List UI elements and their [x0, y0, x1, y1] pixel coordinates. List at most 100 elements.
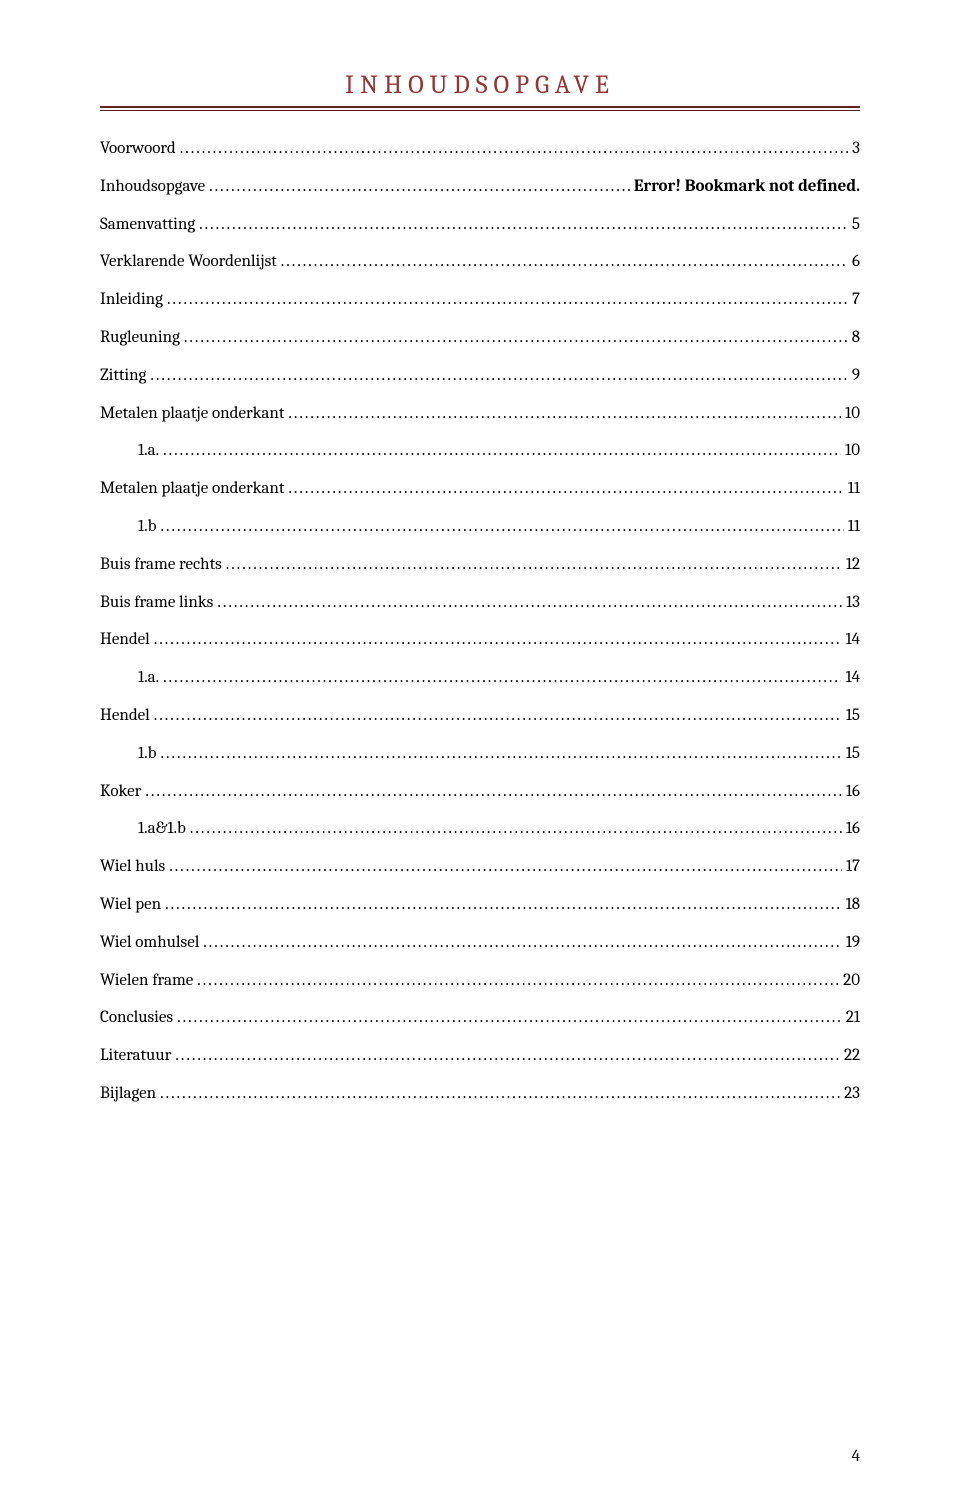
toc-entry: Wiel omhulsel 19: [100, 931, 860, 955]
toc-entry: Verklarende Woordenlijst 6: [100, 250, 860, 274]
toc-entry-page: 10: [845, 439, 860, 463]
toc-leader-dots: [177, 1006, 842, 1030]
toc-entry: Bijlagen 23: [100, 1082, 860, 1106]
toc-entry: Wiel pen 18: [100, 893, 860, 917]
toc-entry: Metalen plaatje onderkant11: [100, 477, 860, 501]
toc-entry-title: Buis frame rechts: [100, 553, 222, 577]
toc-entry-page: 9: [852, 364, 860, 388]
toc-entry-title: Bijlagen: [100, 1082, 156, 1106]
toc-entry: 1.a&1.b 16: [100, 817, 860, 841]
toc-leader-dots: [145, 780, 841, 804]
toc-leader-dots: [288, 477, 843, 501]
toc-entry: 1.b 11: [100, 515, 860, 539]
toc-entry-title: Rugleuning: [100, 326, 180, 350]
page-number: 4: [852, 1447, 860, 1466]
toc-entry: Hendel 14: [100, 628, 860, 652]
toc-entry: Zitting9: [100, 364, 860, 388]
toc-leader-dots: [163, 666, 841, 690]
toc-entry: Hendel 15: [100, 704, 860, 728]
toc-entry-title: Voorwoord: [100, 137, 176, 161]
toc-entry: Inhoudsopgave Error! Bookmark not define…: [100, 175, 860, 199]
toc-entry-title: 1.b: [138, 515, 157, 539]
toc-leader-dots: [161, 742, 842, 766]
toc-entry-title: Inhoudsopgave: [100, 175, 205, 199]
toc-entry-page: 16: [846, 817, 860, 841]
toc-leader-dots: [150, 364, 847, 388]
toc-leader-dots: [197, 969, 839, 993]
toc-leader-dots: [190, 817, 842, 841]
toc-entry-title: 1.a.: [138, 666, 159, 690]
toc-leader-dots: [281, 250, 848, 274]
toc-entry-page: 14: [845, 628, 860, 652]
toc-entry: Rugleuning 8: [100, 326, 860, 350]
toc-entry-title: Samenvatting: [100, 213, 195, 237]
toc-entry: Conclusies 21: [100, 1006, 860, 1030]
heading-double-rule: [100, 106, 860, 111]
toc-entry: Wiel huls 17: [100, 855, 860, 879]
toc-leader-dots: [288, 402, 841, 426]
toc-leader-dots: [165, 893, 842, 917]
toc-leader-dots: [184, 326, 848, 350]
toc-entry-title: Wielen frame: [100, 969, 193, 993]
toc-entry: Koker16: [100, 780, 860, 804]
toc-entry-page: 17: [846, 855, 860, 879]
toc-entry-title: Literatuur: [100, 1044, 171, 1068]
toc-entry-title: Wiel pen: [100, 893, 161, 917]
toc-entry-title: Hendel: [100, 704, 150, 728]
toc-entry: Inleiding7: [100, 288, 860, 312]
toc-leader-dots: [180, 137, 848, 161]
toc-leader-dots: [209, 175, 630, 199]
toc-leader-dots: [154, 628, 842, 652]
toc-entry-error-text: Error! Bookmark not defined.: [634, 177, 860, 196]
toc-leader-dots: [217, 591, 842, 615]
toc-entry: Samenvatting 5: [100, 213, 860, 237]
toc-entry-page: 23: [844, 1082, 860, 1106]
toc-entry-page: 8: [852, 326, 860, 350]
toc-entry-title: Verklarende Woordenlijst: [100, 250, 277, 274]
toc-entry-title: Wiel huls: [100, 855, 165, 879]
toc-entry: Metalen plaatje onderkant 10: [100, 402, 860, 426]
toc-entry-page: 18: [846, 893, 860, 917]
toc-entry: Literatuur22: [100, 1044, 860, 1068]
toc-leader-dots: [169, 855, 842, 879]
toc-heading: INHOUDSOPGAVE: [100, 70, 860, 106]
toc-entry-title: 1.b: [138, 742, 157, 766]
toc-leader-dots: [154, 704, 842, 728]
toc-entry-title: Metalen plaatje onderkant: [100, 402, 284, 426]
toc-entry-page: 11: [848, 515, 860, 539]
toc-entry-page: 13: [846, 591, 860, 615]
toc-entry-page: 21: [846, 1006, 860, 1030]
toc-leader-dots: [203, 931, 841, 955]
toc-entry-page: 6: [852, 250, 860, 274]
toc-entry-page: 12: [846, 553, 860, 577]
toc-entry-page: 15: [846, 704, 860, 728]
toc-entry-title: Conclusies: [100, 1006, 173, 1030]
toc-entry-title: 1.a.: [138, 439, 159, 463]
toc-entry: Wielen frame20: [100, 969, 860, 993]
toc-entry-title: Hendel: [100, 628, 150, 652]
toc-entry: 1.b 15: [100, 742, 860, 766]
toc-entry: 1.a. 14: [100, 666, 860, 690]
toc-leader-dots: [226, 553, 842, 577]
toc-entry-page: 11: [848, 477, 860, 501]
toc-entry-page: 3: [852, 137, 860, 161]
toc-leader-dots: [163, 439, 841, 463]
toc-entry: Buis frame links 13: [100, 591, 860, 615]
toc-entry-title: 1.a&1.b: [138, 817, 186, 841]
toc-entry-page: 15: [846, 742, 860, 766]
toc-entry-page: 14: [845, 666, 860, 690]
toc-entry: Voorwoord 3: [100, 137, 860, 161]
toc-entry-page: 10: [845, 402, 860, 426]
toc-entry-title: Wiel omhulsel: [100, 931, 199, 955]
toc-list: Voorwoord 3 Inhoudsopgave Error! Bookmark …: [100, 137, 860, 1106]
toc-entry-page: 5: [852, 213, 860, 237]
toc-leader-dots: [199, 213, 848, 237]
toc-entry-title: Koker: [100, 780, 141, 804]
toc-entry-title: Buis frame links: [100, 591, 213, 615]
toc-entry: Buis frame rechts 12: [100, 553, 860, 577]
toc-entry: 1.a. 10: [100, 439, 860, 463]
toc-entry-page: 19: [846, 931, 860, 955]
toc-leader-dots: [175, 1044, 840, 1068]
toc-entry-page: Error! Bookmark not defined.: [634, 175, 860, 199]
toc-entry-page: 7: [852, 288, 860, 312]
